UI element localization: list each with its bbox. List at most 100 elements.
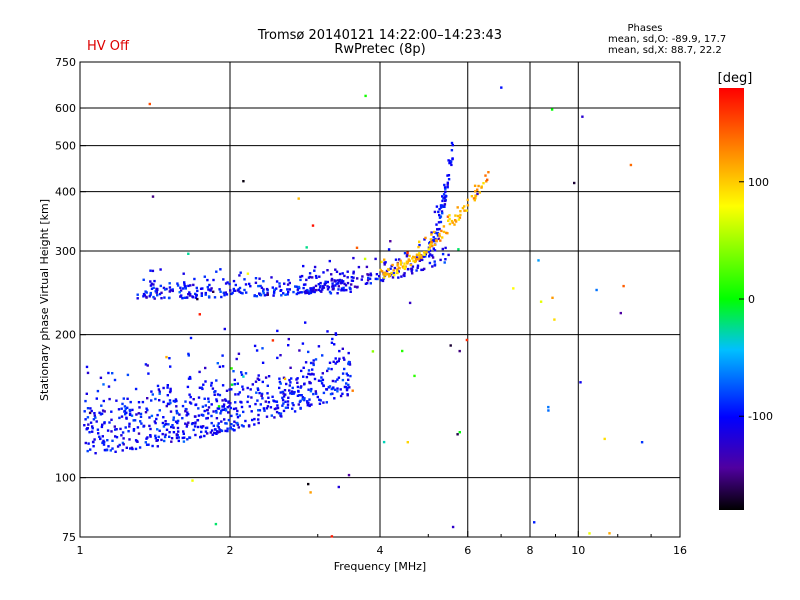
echo-point xyxy=(87,442,90,445)
echo-point xyxy=(449,344,452,347)
echo-point xyxy=(430,231,433,234)
echo-point xyxy=(459,210,462,213)
echo-point xyxy=(121,441,125,445)
echo-point xyxy=(447,174,451,177)
echo-point xyxy=(276,356,279,360)
echo-point xyxy=(142,425,145,428)
echo-point xyxy=(242,425,245,428)
echo-point xyxy=(282,402,285,405)
echo-point xyxy=(220,295,223,299)
echo-point xyxy=(172,416,175,419)
echo-point xyxy=(484,174,487,177)
echo-point xyxy=(188,375,192,379)
echo-point xyxy=(283,282,286,285)
echo-point xyxy=(403,262,406,265)
echo-point xyxy=(250,410,253,413)
echo-point xyxy=(179,295,182,298)
echo-point xyxy=(300,291,304,294)
echo-point xyxy=(89,421,93,424)
echo-point xyxy=(200,430,203,434)
echo-point xyxy=(349,287,352,290)
echo-point xyxy=(297,403,300,406)
echo-point xyxy=(418,259,421,262)
echo-point xyxy=(446,174,449,177)
echo-point xyxy=(588,532,591,535)
echo-point xyxy=(307,388,310,391)
echo-point xyxy=(150,390,153,393)
echo-point xyxy=(248,282,251,286)
echo-point xyxy=(335,282,338,285)
echo-point xyxy=(219,412,222,415)
echo-point xyxy=(191,422,194,425)
echo-point xyxy=(168,357,171,360)
echo-point xyxy=(101,441,104,445)
echo-point xyxy=(433,260,436,263)
echo-point xyxy=(170,425,173,429)
echo-point xyxy=(163,439,166,443)
echo-point xyxy=(139,415,143,418)
echo-point xyxy=(187,377,191,380)
echo-point xyxy=(412,255,415,259)
echo-point xyxy=(126,373,130,377)
echo-point xyxy=(83,410,86,413)
echo-point xyxy=(622,284,625,288)
echo-point xyxy=(102,399,105,403)
echo-point xyxy=(321,378,325,382)
echo-point xyxy=(415,253,419,256)
echo-point xyxy=(184,407,187,411)
echo-point xyxy=(298,349,301,352)
echo-point xyxy=(286,293,289,296)
echo-point xyxy=(257,388,260,391)
echo-point xyxy=(286,406,289,409)
x-axis-label: Frequency [MHz] xyxy=(334,560,426,573)
echo-point xyxy=(385,269,389,273)
echo-point xyxy=(317,288,321,292)
echo-point xyxy=(336,390,339,393)
echo-point xyxy=(194,296,198,299)
echo-point xyxy=(262,407,266,410)
echo-point xyxy=(355,246,359,249)
echo-point xyxy=(316,395,319,399)
echo-point xyxy=(258,391,261,395)
echo-point xyxy=(124,407,127,411)
echo-point xyxy=(93,412,96,415)
echo-point xyxy=(193,277,196,281)
echo-point xyxy=(102,383,105,386)
echo-point xyxy=(308,381,311,385)
echo-point xyxy=(448,222,452,226)
echo-point xyxy=(233,383,236,386)
echo-point xyxy=(350,279,354,282)
echo-point xyxy=(165,287,168,291)
echo-point xyxy=(249,285,252,288)
echo-point xyxy=(436,228,439,231)
echo-point xyxy=(352,256,355,260)
echo-point xyxy=(266,392,269,395)
echo-point xyxy=(187,354,190,357)
echo-point xyxy=(141,400,145,404)
echo-point xyxy=(430,233,433,236)
echo-point xyxy=(97,432,100,435)
echo-point xyxy=(305,246,308,249)
echo-point xyxy=(86,407,90,410)
echo-point xyxy=(334,268,337,271)
echo-point xyxy=(445,195,448,198)
colorbar-label: [deg] xyxy=(718,71,753,86)
echo-point xyxy=(144,290,147,293)
x-tick-label: 6 xyxy=(464,544,471,557)
echo-point xyxy=(206,278,209,282)
echo-point xyxy=(99,437,102,440)
echo-point xyxy=(286,403,290,406)
echo-point xyxy=(414,258,418,261)
echo-point xyxy=(188,436,191,439)
echo-point xyxy=(232,407,236,411)
echo-point xyxy=(341,378,345,382)
echo-point xyxy=(396,264,399,267)
echo-point xyxy=(116,445,120,448)
echo-point xyxy=(119,427,122,431)
echo-point xyxy=(539,300,543,303)
echo-point xyxy=(191,295,194,298)
stats-o-mode: mean, sd,O: -89.9, 17.7 xyxy=(608,34,726,45)
echo-point xyxy=(144,411,148,414)
echo-point xyxy=(300,394,303,397)
echo-point xyxy=(441,236,444,239)
